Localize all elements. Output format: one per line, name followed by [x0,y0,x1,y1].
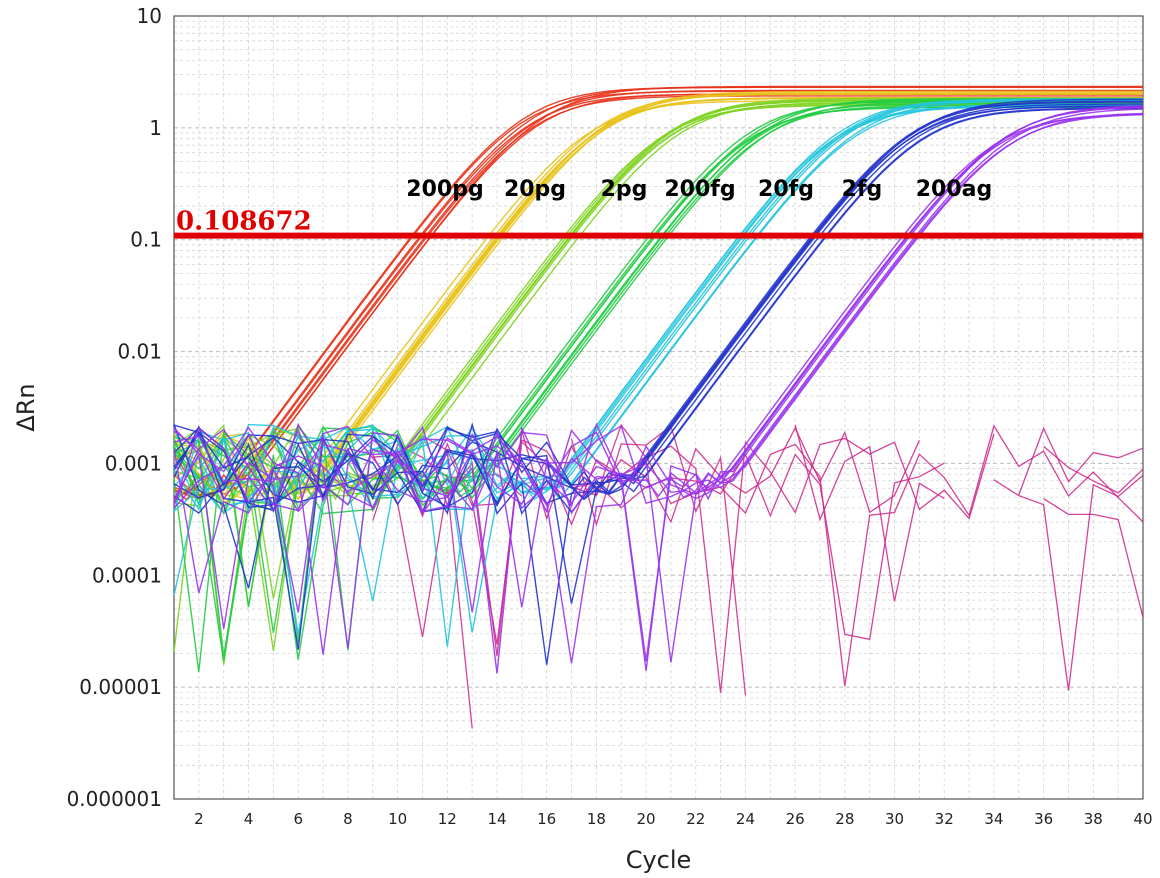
amplification-curve [173,106,1144,664]
noise-trace [372,424,1144,687]
x-tick-label: 16 [537,810,556,828]
threshold: 0.108672 [174,207,1143,239]
amplification-curve [173,108,1144,509]
x-tick-label: 18 [587,810,606,828]
y-tick-label: 0.00001 [79,675,162,699]
dilution-label: 2pg [601,177,648,202]
x-tick-label: 12 [438,810,457,828]
dilution-label: 2fg [842,177,883,202]
x-tick-label: 24 [736,810,755,828]
y-tick-label: 0.0001 [92,563,162,587]
x-tick-labels: 2 4 6 8 10 12 14 16 18 20 22 24 26 28 30 32 34 36 38 40 [194,810,1152,828]
x-tick-label: 10 [388,810,407,828]
y-axis-title: ΔRn [12,383,40,431]
amplification-curve [173,101,1143,506]
amplification-curve [173,108,1144,608]
y-tick-label: 0.1 [130,228,162,252]
dilution-label: 200fg [664,177,735,202]
y-tick-label: 0.000001 [67,787,162,811]
x-tick-label: 38 [1084,810,1103,828]
amplification-curve [173,99,1143,512]
x-tick-label: 4 [244,810,254,828]
grid [173,15,1144,800]
y-tick-label: 0.001 [105,451,162,475]
x-tick-label: 20 [637,810,656,828]
amplification-curve [173,90,1143,502]
x-tick-label: 30 [885,810,904,828]
amplification-curve [173,86,1143,501]
plot-border [173,15,1144,800]
x-axis-title: Cycle [626,846,692,874]
plot-area [174,16,1143,799]
y-tick-label: 0.01 [117,340,162,364]
y-tick-label: 1 [149,116,162,140]
x-tick-label: 26 [786,810,805,828]
threshold-label: 0.108672 [176,207,312,237]
dilution-label: 20fg [758,177,814,202]
x-tick-label: 32 [935,810,954,828]
x-tick-label: 2 [194,810,204,828]
amplification-curve [173,100,1144,589]
dilution-label: 200pg [406,177,483,202]
x-tick-label: 14 [487,810,506,828]
x-tick-label: 8 [343,810,353,828]
amplification-curve [173,95,1143,500]
amplification-curve [173,89,1143,499]
x-tick-label: 40 [1133,810,1152,828]
x-tick-label: 34 [984,810,1003,828]
dilution-label: 200ag [916,177,993,202]
x-tick-label: 6 [293,810,303,828]
amplification-curve [173,98,1143,513]
x-tick-label: 22 [686,810,705,828]
y-tick-labels: 10 1 0.1 0.01 0.001 0.0001 0.00001 0.000001 [67,4,162,811]
dilution-labels: 200pg 20pg 2pg 200fg 20fg 2fg 200ag [406,177,992,202]
amplification-curve [173,113,1144,514]
x-tick-label: 28 [835,810,854,828]
amplification-curve [173,92,1143,500]
amplification-curve [173,112,1144,663]
dilution-label: 20pg [504,177,566,202]
y-tick-label: 10 [137,4,162,28]
x-tick-label: 36 [1034,810,1053,828]
